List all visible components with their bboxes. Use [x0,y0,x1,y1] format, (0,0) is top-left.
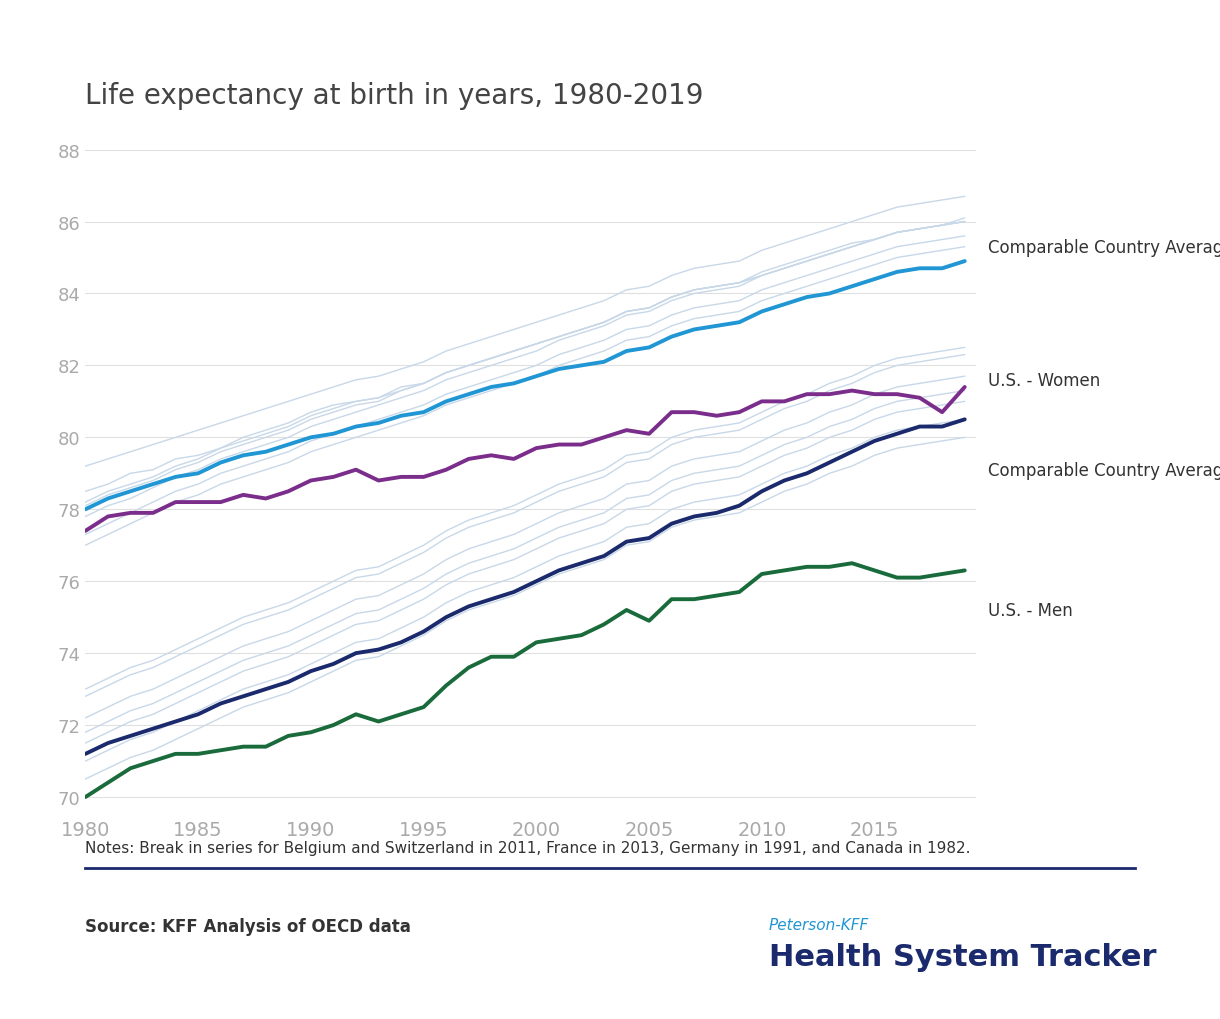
Text: Source: KFF Analysis of OECD data: Source: KFF Analysis of OECD data [85,917,411,935]
Text: U.S. - Men: U.S. - Men [988,601,1072,620]
Text: Peterson-KFF: Peterson-KFF [769,917,869,932]
Text: Life expectancy at birth in years, 1980-2019: Life expectancy at birth in years, 1980-… [85,82,704,109]
Text: U.S. - Women: U.S. - Women [988,371,1100,389]
Text: Notes: Break in series for Belgium and Switzerland in 2011, France in 2013, Germ: Notes: Break in series for Belgium and S… [85,841,971,856]
Text: Health System Tracker: Health System Tracker [769,943,1157,971]
Text: Comparable Country Average - Wom: Comparable Country Average - Wom [988,238,1220,257]
Text: Comparable Country Average - M: Comparable Country Average - M [988,462,1220,479]
